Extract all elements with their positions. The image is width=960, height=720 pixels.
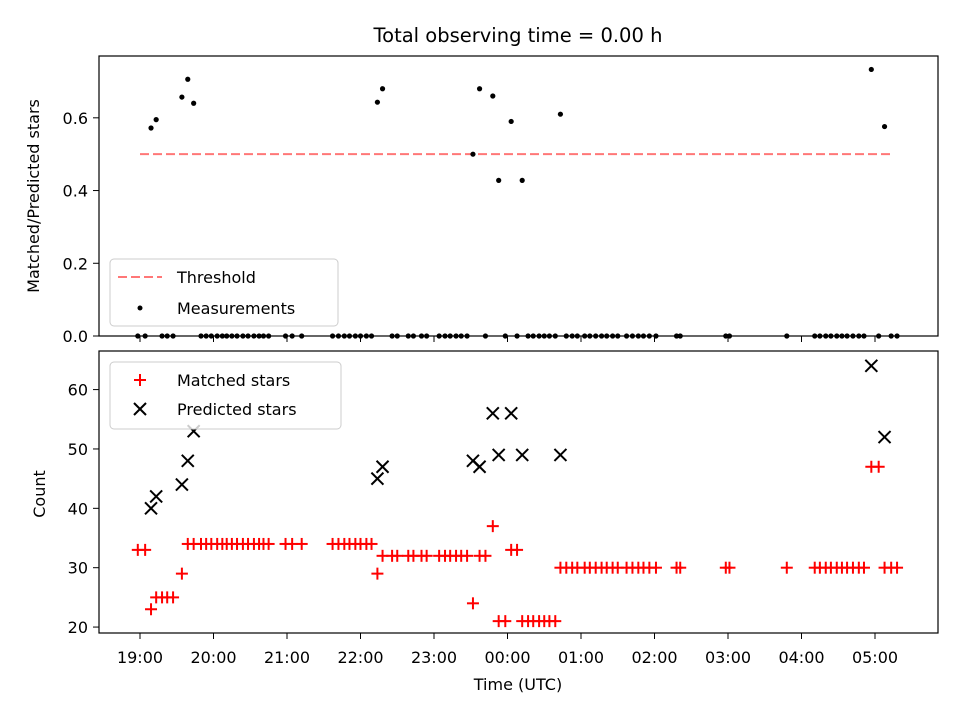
matched-star-point xyxy=(511,543,524,556)
predicted-star-point xyxy=(491,448,506,462)
x-tick-label: 23:00 xyxy=(411,648,457,667)
matched-star-point xyxy=(420,549,433,562)
top-legend: Threshold Measurements xyxy=(109,258,339,327)
x-axis-label: Time (UTC) xyxy=(473,675,562,694)
matched-star-point xyxy=(167,591,180,604)
matched-star-point xyxy=(139,543,152,556)
legend-measurements-swatch xyxy=(137,305,143,311)
predicted-star-point xyxy=(175,477,189,492)
matched-star-point xyxy=(499,615,512,628)
predicted-star-point xyxy=(375,460,390,474)
measurement-point xyxy=(374,99,381,105)
predicted-star-point xyxy=(877,430,892,444)
predicted-star-point xyxy=(553,448,568,462)
measurement-point xyxy=(185,76,191,82)
legend-threshold-label: Threshold xyxy=(176,268,256,287)
bottom-y-tick-label: 30 xyxy=(68,559,88,578)
predicted-star-point xyxy=(864,359,879,373)
measurement-point xyxy=(476,86,483,92)
matched-stars-series xyxy=(131,460,904,628)
predicted-star-point xyxy=(504,406,518,421)
matched-star-point xyxy=(371,567,384,580)
bottom-panel: Count Time (UTC) 20 30 40 50 60 19:00 20:00 21:… xyxy=(30,350,939,694)
legend-predicted-label: Predicted stars xyxy=(177,400,297,419)
predicted-star-point xyxy=(181,454,195,468)
matched-star-point xyxy=(649,561,662,574)
top-y-axis-label: Matched/Predicted stars xyxy=(24,99,43,293)
matched-star-point xyxy=(461,549,474,562)
predicted-star-point xyxy=(515,448,529,462)
top-y-tick-label: 0.6 xyxy=(63,109,88,128)
measurement-point xyxy=(557,111,564,117)
bottom-legend: Matched stars Predicted stars xyxy=(109,361,342,430)
matched-star-point xyxy=(723,561,736,574)
measurement-point xyxy=(868,66,874,73)
bottom-y-tick-label: 20 xyxy=(68,618,88,637)
legend-matched-swatch xyxy=(134,374,146,386)
matched-star-point xyxy=(391,549,404,562)
matched-star-point xyxy=(466,597,479,610)
x-tick-label: 21:00 xyxy=(264,648,310,667)
bottom-legend-box xyxy=(109,361,342,430)
x-tick-label: 01:00 xyxy=(558,648,604,667)
measurement-point xyxy=(490,93,496,99)
top-axes-frame xyxy=(98,55,939,337)
top-panel: Total observing time = 0.00 h Matched/Pr… xyxy=(24,24,939,346)
predicted-star-point xyxy=(472,460,487,474)
measurement-point xyxy=(508,118,514,125)
measurement-point xyxy=(153,117,159,123)
bottom-axes-frame xyxy=(98,350,939,634)
matched-star-point xyxy=(262,537,275,550)
predicted-star-point xyxy=(370,471,385,486)
predicted-stars-series xyxy=(144,359,892,516)
matched-star-point xyxy=(780,561,793,574)
measurement-point xyxy=(191,100,197,106)
x-tick-label: 00:00 xyxy=(484,648,530,667)
top-y-tick-label: 0.0 xyxy=(63,327,88,346)
measurement-point xyxy=(519,177,525,183)
matched-star-point xyxy=(674,561,687,574)
bottom-y-tick-label: 40 xyxy=(68,499,88,518)
top-y-tick-label: 0.4 xyxy=(63,182,88,201)
x-tick-label: 02:00 xyxy=(631,648,677,667)
legend-predicted-swatch xyxy=(133,402,147,416)
predicted-star-point xyxy=(486,406,500,421)
x-tick-label: 19:00 xyxy=(117,648,163,667)
x-tick-label: 05:00 xyxy=(852,648,898,667)
top-y-tick-label: 0.2 xyxy=(63,254,88,273)
x-tick-label: 04:00 xyxy=(778,648,824,667)
matched-star-point xyxy=(857,561,870,574)
top-axis-ticks: 0.0 0.2 0.4 0.6 xyxy=(63,109,876,346)
measurement-point xyxy=(496,177,502,183)
legend-measurements-label: Measurements xyxy=(177,299,295,318)
x-tick-label: 22:00 xyxy=(337,648,383,667)
predicted-star-point xyxy=(149,489,163,504)
chart-title: Total observing time = 0.00 h xyxy=(373,24,663,47)
matched-star-point xyxy=(486,520,499,533)
measurement-point xyxy=(881,123,888,130)
measurement-point xyxy=(470,151,476,157)
matched-star-point xyxy=(891,561,904,574)
matched-star-point xyxy=(365,537,378,550)
matched-star-point xyxy=(295,537,308,550)
matched-star-point xyxy=(175,567,188,580)
predicted-star-point xyxy=(144,501,158,516)
measurement-point xyxy=(148,125,154,131)
matched-star-point xyxy=(549,615,562,628)
measurement-point xyxy=(379,86,386,92)
legend-matched-label: Matched stars xyxy=(177,371,290,390)
matched-star-point xyxy=(479,549,492,562)
x-tick-label: 20:00 xyxy=(190,648,236,667)
bottom-y-tick-label: 50 xyxy=(68,440,88,459)
bottom-y-tick-label: 60 xyxy=(68,381,88,400)
top-legend-box xyxy=(109,258,339,327)
x-tick-label: 03:00 xyxy=(705,648,751,667)
bottom-y-axis-label: Count xyxy=(30,470,49,518)
bottom-axis-ticks: 20 30 40 50 60 19:00 20:00 21:00 22:00 23:00 00:00… xyxy=(68,381,898,667)
measurement-point xyxy=(179,94,185,100)
matched-star-point xyxy=(872,460,885,473)
matched-star-point xyxy=(145,603,158,616)
